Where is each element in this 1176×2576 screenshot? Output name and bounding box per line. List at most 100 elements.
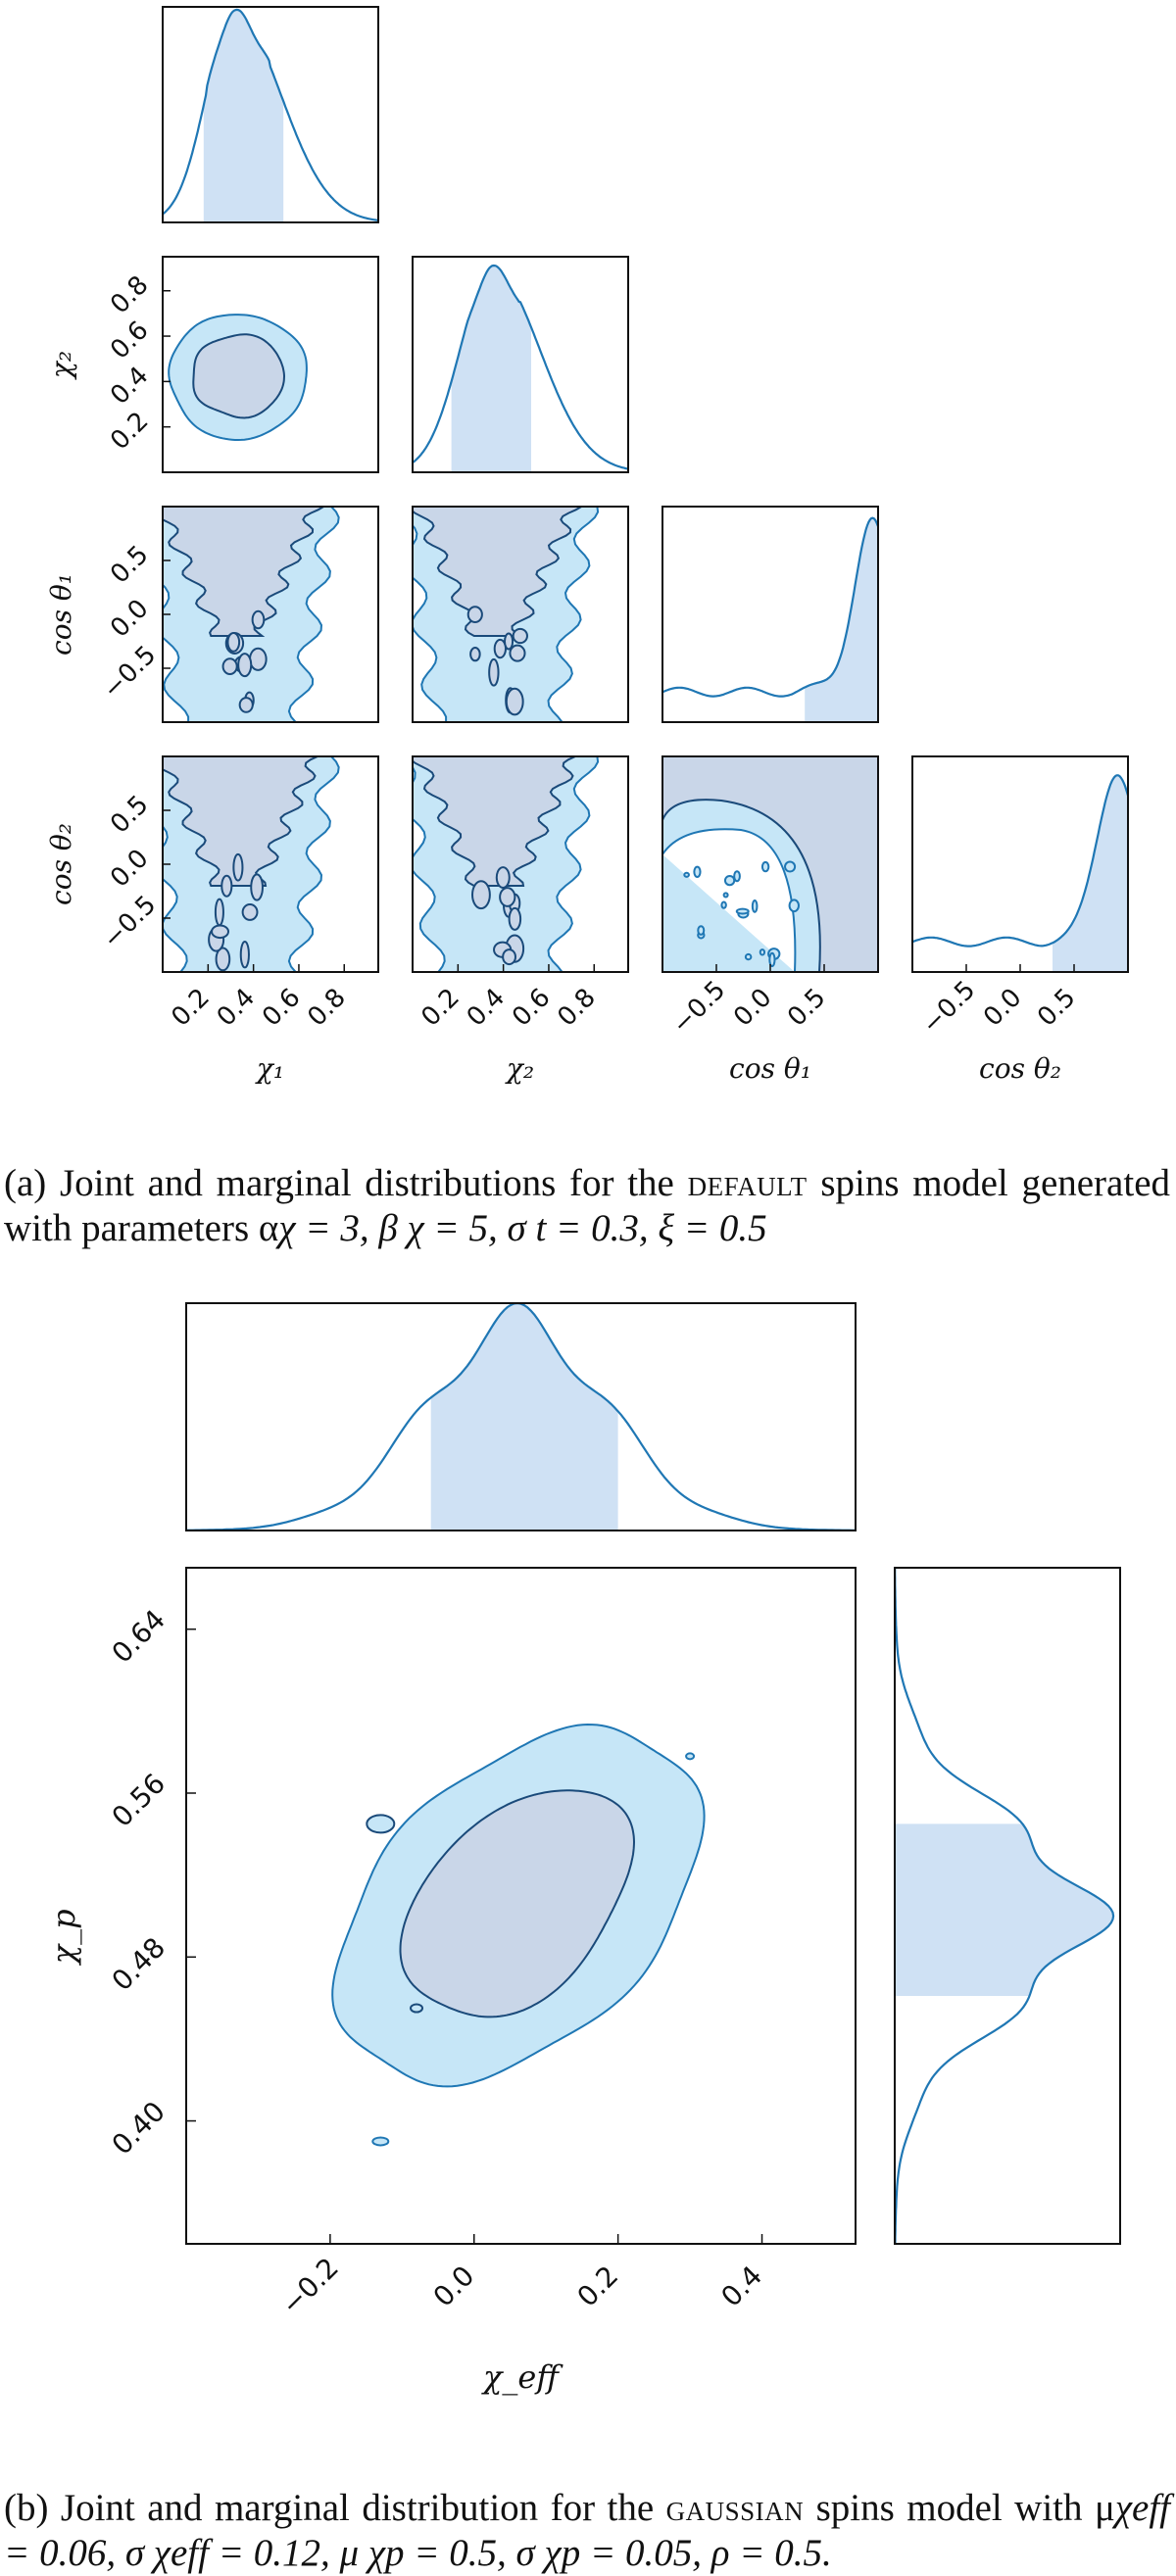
- caption-b-model: gaussian: [665, 2487, 805, 2529]
- x-tick-label: 0.6: [257, 983, 306, 1032]
- x-tick-label: 0.4: [212, 983, 261, 1032]
- density-line: [662, 516, 880, 698]
- y-tick-label: −0.5: [97, 890, 162, 954]
- density-line: [162, 8, 379, 221]
- x-tick-label: −0.2: [274, 2252, 344, 2321]
- island-contour: [215, 947, 231, 972]
- island-contour: [221, 657, 238, 676]
- island-contour: [366, 1814, 396, 1834]
- island-contour: [211, 924, 230, 940]
- inner-contour: [163, 756, 318, 887]
- x-tick-label: −0.5: [666, 975, 731, 1040]
- island-contour: [509, 644, 526, 662]
- island-contour: [410, 2003, 424, 2014]
- island-contour: [499, 887, 516, 907]
- island-contour: [685, 1752, 696, 1761]
- island-contour: [504, 632, 514, 651]
- inner-contour: [399, 1789, 636, 2018]
- y-tick-label: 0.5: [105, 540, 154, 589]
- x-tick-label: 0.2: [571, 2260, 625, 2313]
- island-contour: [720, 900, 727, 909]
- island-contour: [495, 866, 511, 889]
- x-tick-label: 0.4: [714, 2260, 768, 2313]
- marginal-frame: [662, 506, 879, 723]
- y-axis-label: χ₂: [45, 351, 77, 380]
- x-axis-label: χ_eff: [481, 2358, 564, 2396]
- credible-band: [430, 1303, 618, 1531]
- island-contour: [488, 657, 500, 687]
- credible-band: [203, 10, 284, 222]
- island-contour: [238, 697, 254, 713]
- credible-band: [895, 1823, 1114, 1996]
- y-axis-label: χ_p: [45, 1909, 82, 1966]
- x-tick-label: 0.6: [507, 983, 556, 1032]
- joint-0-2: [162, 506, 379, 723]
- y-tick-label: 0.64: [106, 1603, 172, 1669]
- joint-contours: [413, 507, 600, 722]
- joint-frame: [412, 506, 629, 723]
- island-contour: [232, 852, 244, 882]
- island-contour: [751, 899, 759, 913]
- joint-chi-eff-chi-p: [185, 1567, 857, 2245]
- marginal-cos-θ1: [662, 506, 880, 723]
- island-contour: [250, 873, 264, 901]
- marginal-frame: [412, 256, 629, 473]
- density-line: [412, 264, 629, 470]
- x-axis-label: cos θ₂: [979, 1052, 1061, 1085]
- island-contour: [469, 647, 481, 662]
- caption-a-model: default: [687, 1162, 808, 1204]
- caption-b-prefix: (b) Joint and marginal distribution for …: [4, 2487, 666, 2529]
- marginal-frame: [162, 6, 379, 223]
- y-tick-label: 0.56: [106, 1768, 172, 1833]
- x-tick-label: 0.2: [166, 983, 215, 1032]
- x-axis-label: χ₂: [505, 1052, 534, 1085]
- island-contour: [371, 2136, 390, 2147]
- caption-a-params: χ = 3, β χ = 5, σ t = 0.3, ξ = 0.5: [278, 1207, 767, 1249]
- joint-contours: [662, 756, 878, 972]
- y-tick-label: 0.8: [105, 270, 154, 319]
- x-tick-label: 0.8: [552, 983, 601, 1032]
- y-axis-label: cos θ₂: [45, 823, 77, 905]
- x-tick-label: 0.0: [728, 983, 777, 1032]
- caption-a-suffix: spins model generated with parameters α: [4, 1162, 1171, 1249]
- x-tick-label: 0.5: [782, 983, 831, 1032]
- island-contour: [471, 880, 491, 910]
- x-tick-label: 0.0: [427, 2260, 481, 2313]
- island-contour: [226, 631, 241, 653]
- island-contour: [249, 647, 268, 671]
- island-contour: [214, 898, 224, 927]
- caption-a-prefix: (a) Joint and marginal distributions for…: [4, 1162, 688, 1204]
- marginal-chi-eff: [185, 1301, 857, 1531]
- caption-a: (a) Joint and marginal distributions for…: [4, 1161, 1170, 1251]
- joint-contours: [163, 756, 340, 972]
- island-contour: [784, 860, 797, 873]
- caption-b-params: χeff = 0.06, σ χeff = 0.12, μ χp = 0.5, …: [4, 2487, 1170, 2574]
- y-tick-label: 0.4: [105, 361, 154, 410]
- joint-contours: [163, 507, 340, 722]
- island-contour: [723, 875, 736, 887]
- x-axis-label: χ₁: [255, 1052, 284, 1085]
- y-tick-label: 0.6: [105, 316, 154, 365]
- y-axis-label: cos θ₁: [45, 573, 77, 656]
- inner-contour: [163, 507, 326, 637]
- credible-band: [451, 266, 531, 472]
- density-line: [911, 774, 1130, 948]
- joint-0-1: [162, 256, 379, 473]
- joint-1-3: [412, 755, 629, 973]
- y-tick-label: 0.0: [105, 594, 154, 643]
- joint-contours: [413, 756, 600, 972]
- island-contour: [508, 906, 522, 931]
- marginal-chi-p: [894, 1567, 1121, 2245]
- panel-b-corner-plot: −0.2 0.0 0.2 0.4 0.40 0.48 0.56 0.64 χ_eff χ_p: [45, 1301, 1121, 2396]
- y-tick-label: 0.48: [106, 1931, 172, 1997]
- island-contour: [502, 948, 516, 966]
- island-contour: [759, 948, 766, 956]
- island-contour: [237, 653, 253, 678]
- y-tick-label: 0.40: [106, 2095, 172, 2161]
- joint-2-3: [662, 755, 879, 973]
- x-tick-label: 0.8: [302, 983, 351, 1032]
- island-contour: [788, 899, 800, 913]
- island-contour: [693, 865, 702, 879]
